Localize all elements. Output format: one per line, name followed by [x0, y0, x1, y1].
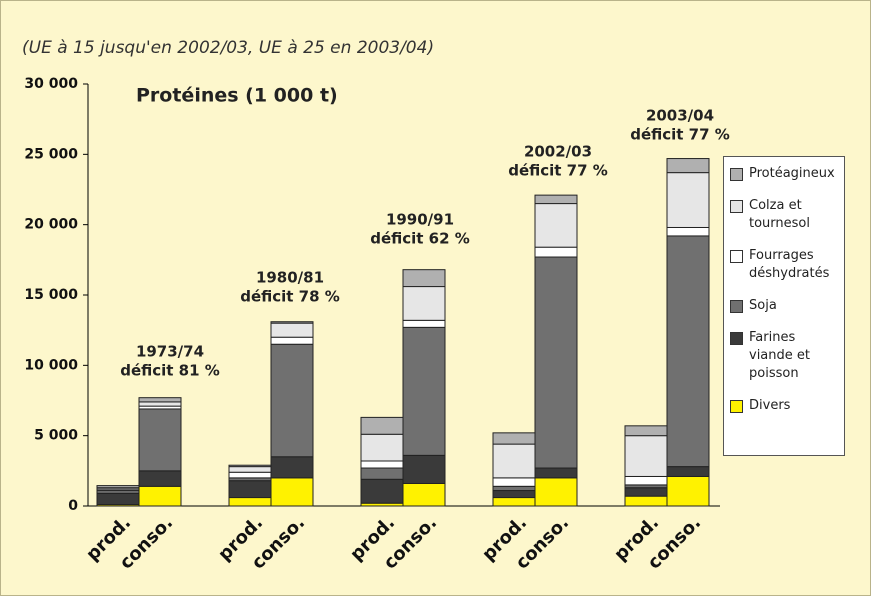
legend-swatch — [730, 168, 743, 181]
y-tick-label: 5 000 — [34, 428, 78, 444]
bar-segment — [96, 492, 140, 506]
annotation: déficit 62 % — [370, 230, 470, 248]
bar-segment — [360, 416, 404, 435]
legend-item: Colza et tournesol — [730, 197, 838, 233]
bar-segment — [138, 408, 182, 472]
bar-segment — [666, 466, 710, 477]
bar-segment — [666, 172, 710, 228]
bar-segment — [534, 256, 578, 469]
bar-segment — [624, 425, 668, 437]
annotation: 1973/74 — [136, 343, 204, 361]
bar-segment — [666, 235, 710, 468]
y-tick-label: 25 000 — [24, 146, 78, 162]
bar-segment — [270, 477, 314, 507]
y-tick-label: 20 000 — [24, 217, 78, 233]
bar-segment — [270, 322, 314, 338]
bar-segment — [492, 485, 536, 492]
y-tick-label: 15 000 — [24, 287, 78, 303]
bar-segment — [138, 470, 182, 487]
bar-segment — [492, 490, 536, 499]
bar-segment — [360, 433, 404, 462]
legend-swatch — [730, 200, 743, 213]
annotation: déficit 77 % — [630, 126, 730, 144]
annotation: 1980/81 — [256, 269, 324, 287]
legend-label: Protéagineux — [749, 166, 835, 181]
bar-segment — [270, 321, 314, 324]
bar-segment — [534, 194, 578, 205]
legend: Protéagineux Colza et tournesol Fourrages … — [723, 156, 845, 456]
bar-segment — [624, 475, 668, 486]
bar-segment — [270, 336, 314, 345]
legend-swatch — [730, 300, 743, 313]
legend-item: Protéagineux — [730, 165, 838, 183]
chart-title: Protéines (1 000 t) — [136, 85, 338, 107]
legend-item: Farines viande et poisson — [730, 329, 838, 383]
bar-segment — [666, 226, 710, 237]
bar-segment — [534, 246, 578, 258]
bar-segment — [138, 485, 182, 507]
bar-segment — [492, 432, 536, 445]
bar-segment — [138, 401, 182, 407]
y-tick-label: 30 000 — [24, 76, 78, 92]
bar-segment — [624, 495, 668, 507]
y-tick-label: 10 000 — [24, 357, 78, 373]
legend-item: Soja — [730, 297, 838, 315]
bar-segment — [270, 343, 314, 458]
bar-segment — [228, 464, 272, 468]
legend-label: Colza et tournesol — [749, 198, 810, 231]
bar-segment — [402, 454, 446, 484]
annotation: 2002/03 — [524, 143, 592, 161]
bar-segment — [534, 203, 578, 248]
bar-segment — [534, 477, 578, 507]
annotation: déficit 78 % — [240, 288, 340, 306]
y-tick-label: 0 — [68, 498, 78, 514]
legend-item: Fourrages déshydratés — [730, 247, 838, 283]
bar-segment — [402, 326, 446, 456]
bar-segment — [270, 456, 314, 479]
bar-segment — [666, 158, 710, 174]
legend-swatch — [730, 250, 743, 263]
bar-segment — [360, 467, 404, 480]
annotation: déficit 77 % — [508, 162, 608, 180]
bar-segment — [624, 435, 668, 477]
subtitle: (UE à 15 jusqu'en 2002/03, UE à 25 en 20… — [22, 38, 434, 58]
bar-segment — [228, 471, 272, 479]
legend-swatch — [730, 400, 743, 413]
bar-segment — [492, 443, 536, 479]
bar-segment — [228, 480, 272, 499]
bar-segment — [402, 482, 446, 507]
annotation: déficit 81 % — [120, 362, 220, 380]
bar-segment — [402, 286, 446, 321]
bar-segment — [360, 478, 404, 504]
bar-segment — [96, 485, 140, 489]
bar-segment — [534, 467, 578, 479]
bar-segment — [228, 466, 272, 473]
legend-label: Fourrages déshydratés — [749, 248, 830, 281]
legend-swatch — [730, 332, 743, 345]
legend-label: Farines viande et poisson — [749, 330, 810, 381]
legend-item: Divers — [730, 397, 838, 415]
bar-segment — [666, 475, 710, 507]
bar-segment — [138, 397, 182, 403]
bar-segment — [360, 460, 404, 469]
legend-label: Soja — [749, 298, 777, 313]
bar-segment — [228, 497, 272, 507]
bar-segment — [624, 487, 668, 497]
annotation: 1990/91 — [386, 211, 454, 229]
bar-segment — [402, 319, 446, 328]
bar-segment — [492, 477, 536, 487]
bar-segment — [492, 497, 536, 507]
legend-label: Divers — [749, 398, 791, 413]
bar-segment — [402, 269, 446, 288]
annotation: 2003/04 — [646, 107, 714, 125]
